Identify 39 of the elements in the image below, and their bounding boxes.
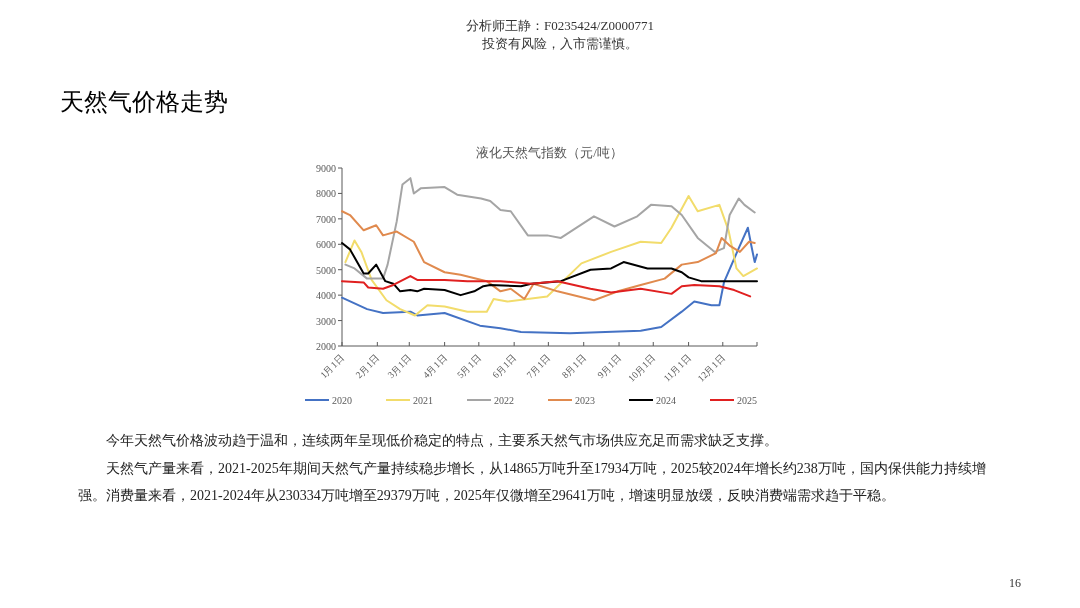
text: 今年天然气价格波动趋于温和，连续两年呈现低价稳定的特点，主要系天然气市场供应充足而需求缺乏支撑。: [105, 432, 779, 450]
legend-label: 2025: [737, 395, 757, 406]
x-tick-label: 5月1日: [455, 352, 484, 381]
y-tick-label: 4000: [316, 290, 336, 302]
y-tick-label: 3000: [316, 315, 336, 327]
x-tick-label: 7月1日: [524, 352, 553, 381]
y-tick-label: 9000: [316, 163, 336, 174]
line-series: [341, 226, 758, 335]
y-tick-label: 6000: [316, 239, 336, 251]
y-tick-label: 8000: [316, 188, 336, 200]
x-tick-label: 10月1日: [626, 352, 658, 384]
text: 16: [1009, 576, 1021, 590]
y-tick-label: 7000: [316, 213, 336, 225]
x-tick-label: 6月1日: [490, 352, 519, 381]
y-tick-label: 5000: [316, 264, 336, 276]
x-tick-label: 9月1日: [595, 352, 624, 381]
legend-label: 2024: [656, 395, 676, 406]
x-tick-label: 1月1日: [318, 352, 347, 381]
x-tick-label: 3月1日: [385, 352, 414, 381]
legend-label: 2023: [575, 395, 595, 406]
text: 分析师王静：F0235424/Z0000771: [466, 18, 654, 33]
legend-label: 2020: [332, 395, 352, 406]
text: 投资有风险，入市需谨慎。: [481, 36, 638, 51]
line-series: [341, 210, 756, 302]
x-tick-label: 2月1日: [353, 352, 382, 381]
chart-title: 液化天然气指数（元/吨）: [476, 145, 623, 160]
legend-label: 2022: [494, 395, 514, 406]
x-tick-label: 4月1日: [421, 352, 450, 381]
line-series: [341, 242, 758, 297]
line-series: [341, 275, 752, 298]
x-tick-label: 12月1日: [695, 352, 728, 384]
line-series: [344, 177, 756, 280]
x-tick-label: 11月1日: [661, 352, 694, 384]
text: 天然气产量来看，2021-2025年期间天然气产量持续稳步增长，从14865万吨升至17934万吨，2025较2024年增长约238万吨，国内保供能力持续增强。消费量来看，2021-2024年从230334万吨增至29379万吨，2025年仅微增至29641万吨，增速明显放缓，反映消费端需求趋于平稳。: [78, 460, 987, 505]
y-tick-label: 2000: [316, 341, 336, 352]
line-series: [344, 194, 758, 317]
x-tick-label: 8月1日: [560, 352, 589, 381]
legend-label: 2021: [413, 395, 433, 406]
text: 天然气价格走势: [60, 89, 228, 115]
